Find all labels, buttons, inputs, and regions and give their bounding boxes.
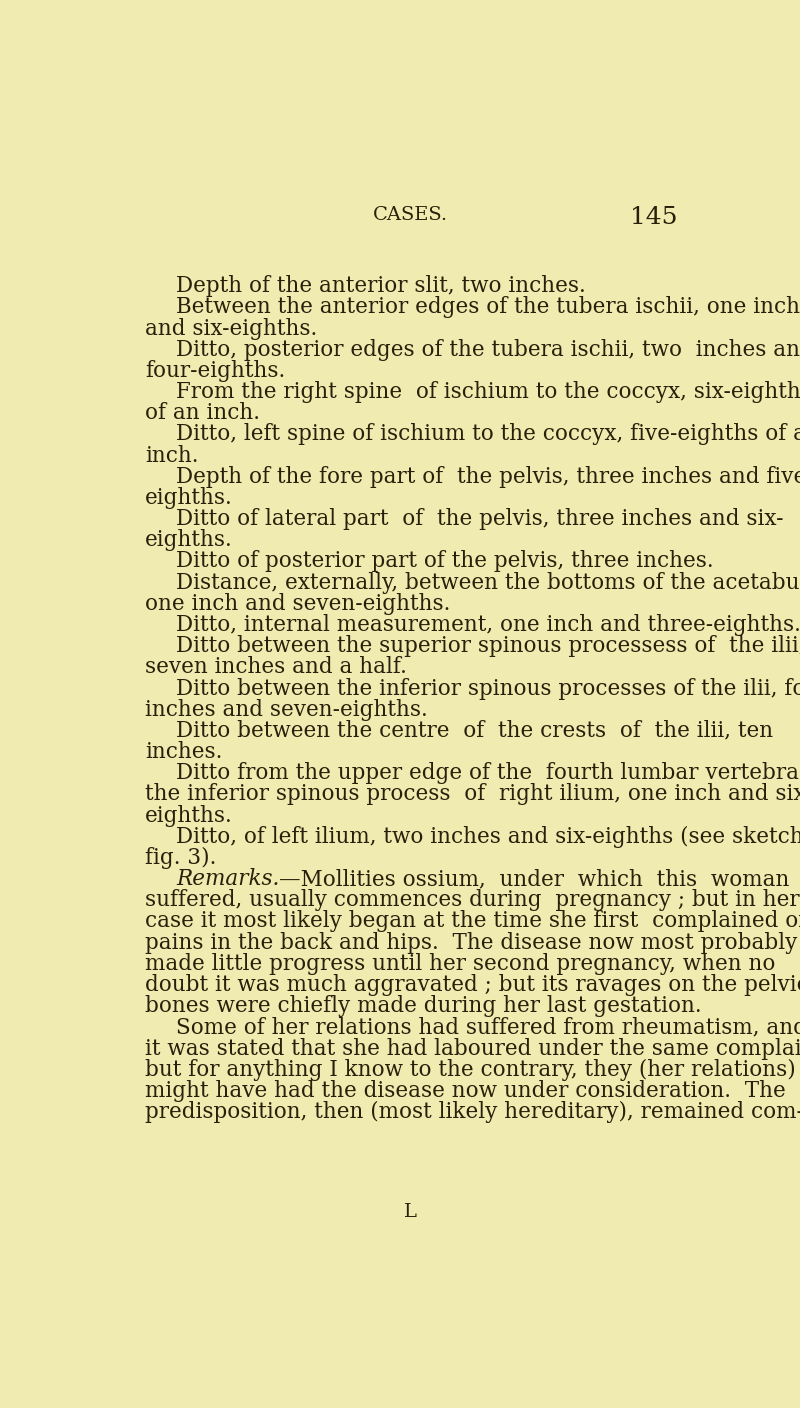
Text: one inch and seven-eighths.: one inch and seven-eighths. [145, 593, 450, 615]
Text: Some of her relations had suffered from rheumatism, and: Some of her relations had suffered from … [176, 1017, 800, 1038]
Text: inches.: inches. [145, 741, 222, 763]
Text: Between the anterior edges of the tubera ischii, one inch: Between the anterior edges of the tubera… [176, 297, 800, 318]
Text: case it most likely began at the time she first  complained of: case it most likely began at the time sh… [145, 911, 800, 932]
Text: L: L [403, 1202, 417, 1221]
Text: the inferior spinous process  of  right ilium, one inch and six-: the inferior spinous process of right il… [145, 783, 800, 805]
Text: Ditto between the centre  of  the crests  of  the ilii, ten: Ditto between the centre of the crests o… [176, 719, 773, 742]
Text: Ditto, internal measurement, one inch and three-eighths.: Ditto, internal measurement, one inch an… [176, 614, 800, 636]
Text: of an inch.: of an inch. [145, 403, 260, 424]
Text: but for anything I know to the contrary, they (her relations): but for anything I know to the contrary,… [145, 1059, 796, 1081]
Text: inch.: inch. [145, 445, 198, 466]
Text: seven inches and a half.: seven inches and a half. [145, 656, 407, 679]
Text: CASES.: CASES. [373, 206, 447, 224]
Text: Remarks.: Remarks. [176, 869, 279, 890]
Text: Distance, externally, between the bottoms of the acetabula,: Distance, externally, between the bottom… [176, 572, 800, 594]
Text: Ditto of posterior part of the pelvis, three inches.: Ditto of posterior part of the pelvis, t… [176, 551, 714, 573]
Text: four-eighths.: four-eighths. [145, 360, 285, 382]
Text: suffered, usually commences during  pregnancy ; but in her: suffered, usually commences during pregn… [145, 890, 799, 911]
Text: eighths.: eighths. [145, 529, 233, 552]
Text: Ditto between the inferior spinous processes of the ilii, fou: Ditto between the inferior spinous proce… [176, 677, 800, 700]
Text: it was stated that she had laboured under the same complaint;: it was stated that she had laboured unde… [145, 1038, 800, 1060]
Text: eighths.: eighths. [145, 487, 233, 508]
Text: Ditto, left spine of ischium to the coccyx, five-eighths of an: Ditto, left spine of ischium to the cocc… [176, 424, 800, 445]
Text: eighths.: eighths. [145, 804, 233, 826]
Text: bones were chiefly made during her last gestation.: bones were chiefly made during her last … [145, 995, 702, 1017]
Text: might have had the disease now under consideration.  The: might have had the disease now under con… [145, 1080, 786, 1102]
Text: Ditto, posterior edges of the tubera ischii, two  inches and: Ditto, posterior edges of the tubera isc… [176, 339, 800, 360]
Text: Ditto from the upper edge of the  fourth lumbar vertebra to: Ditto from the upper edge of the fourth … [176, 762, 800, 784]
Text: Ditto, of left ilium, two inches and six-eighths (see sketch,: Ditto, of left ilium, two inches and six… [176, 825, 800, 848]
Text: doubt it was much aggravated ; but its ravages on the pelvic: doubt it was much aggravated ; but its r… [145, 974, 800, 995]
Text: predisposition, then (most likely hereditary), remained com-: predisposition, then (most likely heredi… [145, 1101, 800, 1124]
Text: pains in the back and hips.  The disease now most probably: pains in the back and hips. The disease … [145, 932, 798, 953]
Text: Depth of the fore part of  the pelvis, three inches and five-: Depth of the fore part of the pelvis, th… [176, 466, 800, 487]
Text: Ditto between the superior spinous processess of  the ilii,: Ditto between the superior spinous proce… [176, 635, 800, 658]
Text: and six-eighths.: and six-eighths. [145, 318, 317, 339]
Text: Ditto of lateral part  of  the pelvis, three inches and six-: Ditto of lateral part of the pelvis, thr… [176, 508, 783, 531]
Text: made little progress until her second pregnancy, when no: made little progress until her second pr… [145, 953, 775, 974]
Text: Depth of the anterior slit, two inches.: Depth of the anterior slit, two inches. [176, 275, 586, 297]
Text: 145: 145 [630, 206, 678, 230]
Text: inches and seven-eighths.: inches and seven-eighths. [145, 698, 428, 721]
Text: fig. 3).: fig. 3). [145, 848, 216, 869]
Text: —Mollities ossium,  under  which  this  woman: —Mollities ossium, under which this woma… [279, 869, 790, 890]
Text: From the right spine  of ischium to the coccyx, six-eighths: From the right spine of ischium to the c… [176, 382, 800, 403]
